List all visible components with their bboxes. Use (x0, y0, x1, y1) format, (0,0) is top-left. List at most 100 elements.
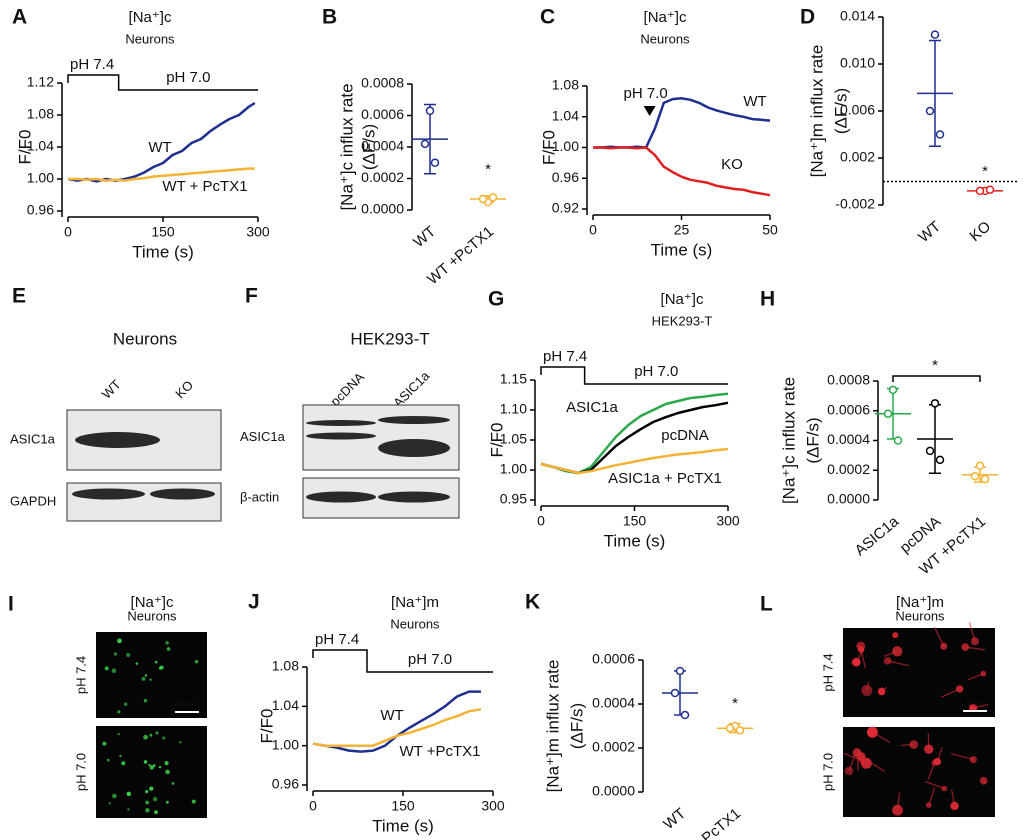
cell (153, 764, 156, 767)
row-label: pH 7.4 (820, 653, 835, 691)
blot-band (72, 488, 145, 500)
y-tick-label: 0.014 (840, 8, 875, 24)
y-tick-label: 1.00 (27, 170, 54, 186)
y-axis-label: F/F0 (15, 130, 34, 165)
y-axis-label: [Na⁺]c influx rate (779, 377, 798, 504)
neurite (973, 703, 989, 709)
cell (145, 790, 149, 794)
data-point (680, 710, 690, 720)
cell (194, 660, 199, 664)
y-tick-label: 0.0002 (361, 169, 404, 185)
series-label: ASIC1a (566, 399, 618, 416)
chart-subtitle: Neurons (640, 31, 690, 46)
y-tick-label: 0.0006 (592, 651, 635, 667)
cell (121, 761, 126, 766)
cell (154, 660, 158, 664)
neurite (892, 634, 896, 638)
y-axis-label: F/F0 (487, 423, 506, 458)
blot-band (306, 491, 376, 503)
significance: * (732, 695, 738, 712)
data-point (735, 726, 745, 735)
x-tick-label: 0 (537, 513, 545, 529)
neurite (940, 688, 960, 698)
neurite (967, 673, 984, 681)
series-label: WT + PcTX1 (162, 178, 247, 195)
significance-bracket (892, 375, 981, 382)
panel-label: K (525, 591, 540, 614)
annotation: pH 7.0 (634, 363, 678, 380)
row-label: ASIC1a (240, 429, 286, 444)
neurite (900, 743, 914, 747)
cell (104, 666, 109, 671)
panel-label: L (760, 593, 773, 616)
cell (102, 741, 107, 746)
x-tick-label: 150 (623, 513, 647, 529)
data-point (488, 193, 498, 202)
x-tick-label: 0 (309, 798, 317, 814)
cell (141, 676, 146, 681)
data-point (478, 194, 488, 204)
cell (113, 652, 118, 656)
cell (165, 769, 170, 775)
series-label: ASIC1a + PcTX1 (608, 470, 722, 487)
cell (178, 740, 182, 744)
neurite (928, 787, 936, 806)
micrograph (843, 628, 995, 717)
blot-band (378, 491, 450, 503)
data-point (430, 158, 440, 167)
y-axis-label: [Na⁺]m influx rate (543, 660, 562, 793)
y-axis-label: F/F0 (539, 130, 558, 165)
cell (145, 808, 150, 813)
neurite (881, 686, 887, 692)
cell (158, 765, 162, 769)
x-tick-label: 25 (674, 222, 690, 238)
cell (969, 703, 978, 712)
panel-label: J (248, 591, 260, 614)
data-point (970, 471, 980, 481)
y-axis-label: (ΔF/s) (831, 88, 850, 134)
data-point (425, 106, 435, 116)
series-label: WT (380, 707, 403, 724)
chart-title: [Na⁺]c (644, 9, 687, 26)
y-tick-label: 0.92 (552, 200, 579, 216)
cell (844, 766, 854, 776)
neurite (866, 681, 870, 691)
series-label: WT (743, 93, 766, 110)
data-point (975, 461, 985, 471)
cell (126, 652, 131, 658)
y-axis-label: (ΔF/s) (567, 703, 586, 749)
y-tick-label: 0.010 (840, 55, 875, 71)
ph-arrow (643, 106, 656, 116)
neurite (856, 752, 860, 771)
x-tick-label: 150 (391, 798, 415, 814)
cell (117, 638, 122, 644)
cell (143, 699, 148, 703)
panel-label: B (322, 6, 337, 29)
y-tick-label: 0.96 (552, 169, 579, 185)
row-label: GAPDH (10, 493, 56, 508)
y-axis-label: (ΔF/s) (359, 124, 378, 170)
cell (164, 761, 169, 766)
y-tick-label: 1.05 (500, 431, 527, 447)
neurite (843, 752, 862, 761)
panel-label: F (245, 285, 258, 308)
y-tick-label: 1.08 (27, 106, 54, 122)
series-line (593, 146, 771, 197)
blot-title: HEK293-T (350, 329, 429, 348)
chart-subtitle: HEK293-T (652, 313, 713, 328)
annotation: pH 7.0 (166, 69, 210, 86)
data-point (930, 399, 940, 408)
cell (152, 796, 158, 802)
y-tick-label: 1.00 (552, 138, 579, 154)
cell (143, 760, 148, 764)
blot-band (75, 432, 160, 448)
x-tick-label: 50 (762, 222, 778, 238)
data-point (925, 446, 935, 456)
data-point (935, 130, 945, 139)
x-axis-label: Time (s) (604, 531, 666, 550)
y-tick-label: 0.0004 (361, 138, 404, 154)
blot-band (378, 439, 450, 457)
cell (165, 641, 169, 645)
cell (117, 732, 120, 736)
row-label: pH 7.0 (73, 753, 88, 791)
